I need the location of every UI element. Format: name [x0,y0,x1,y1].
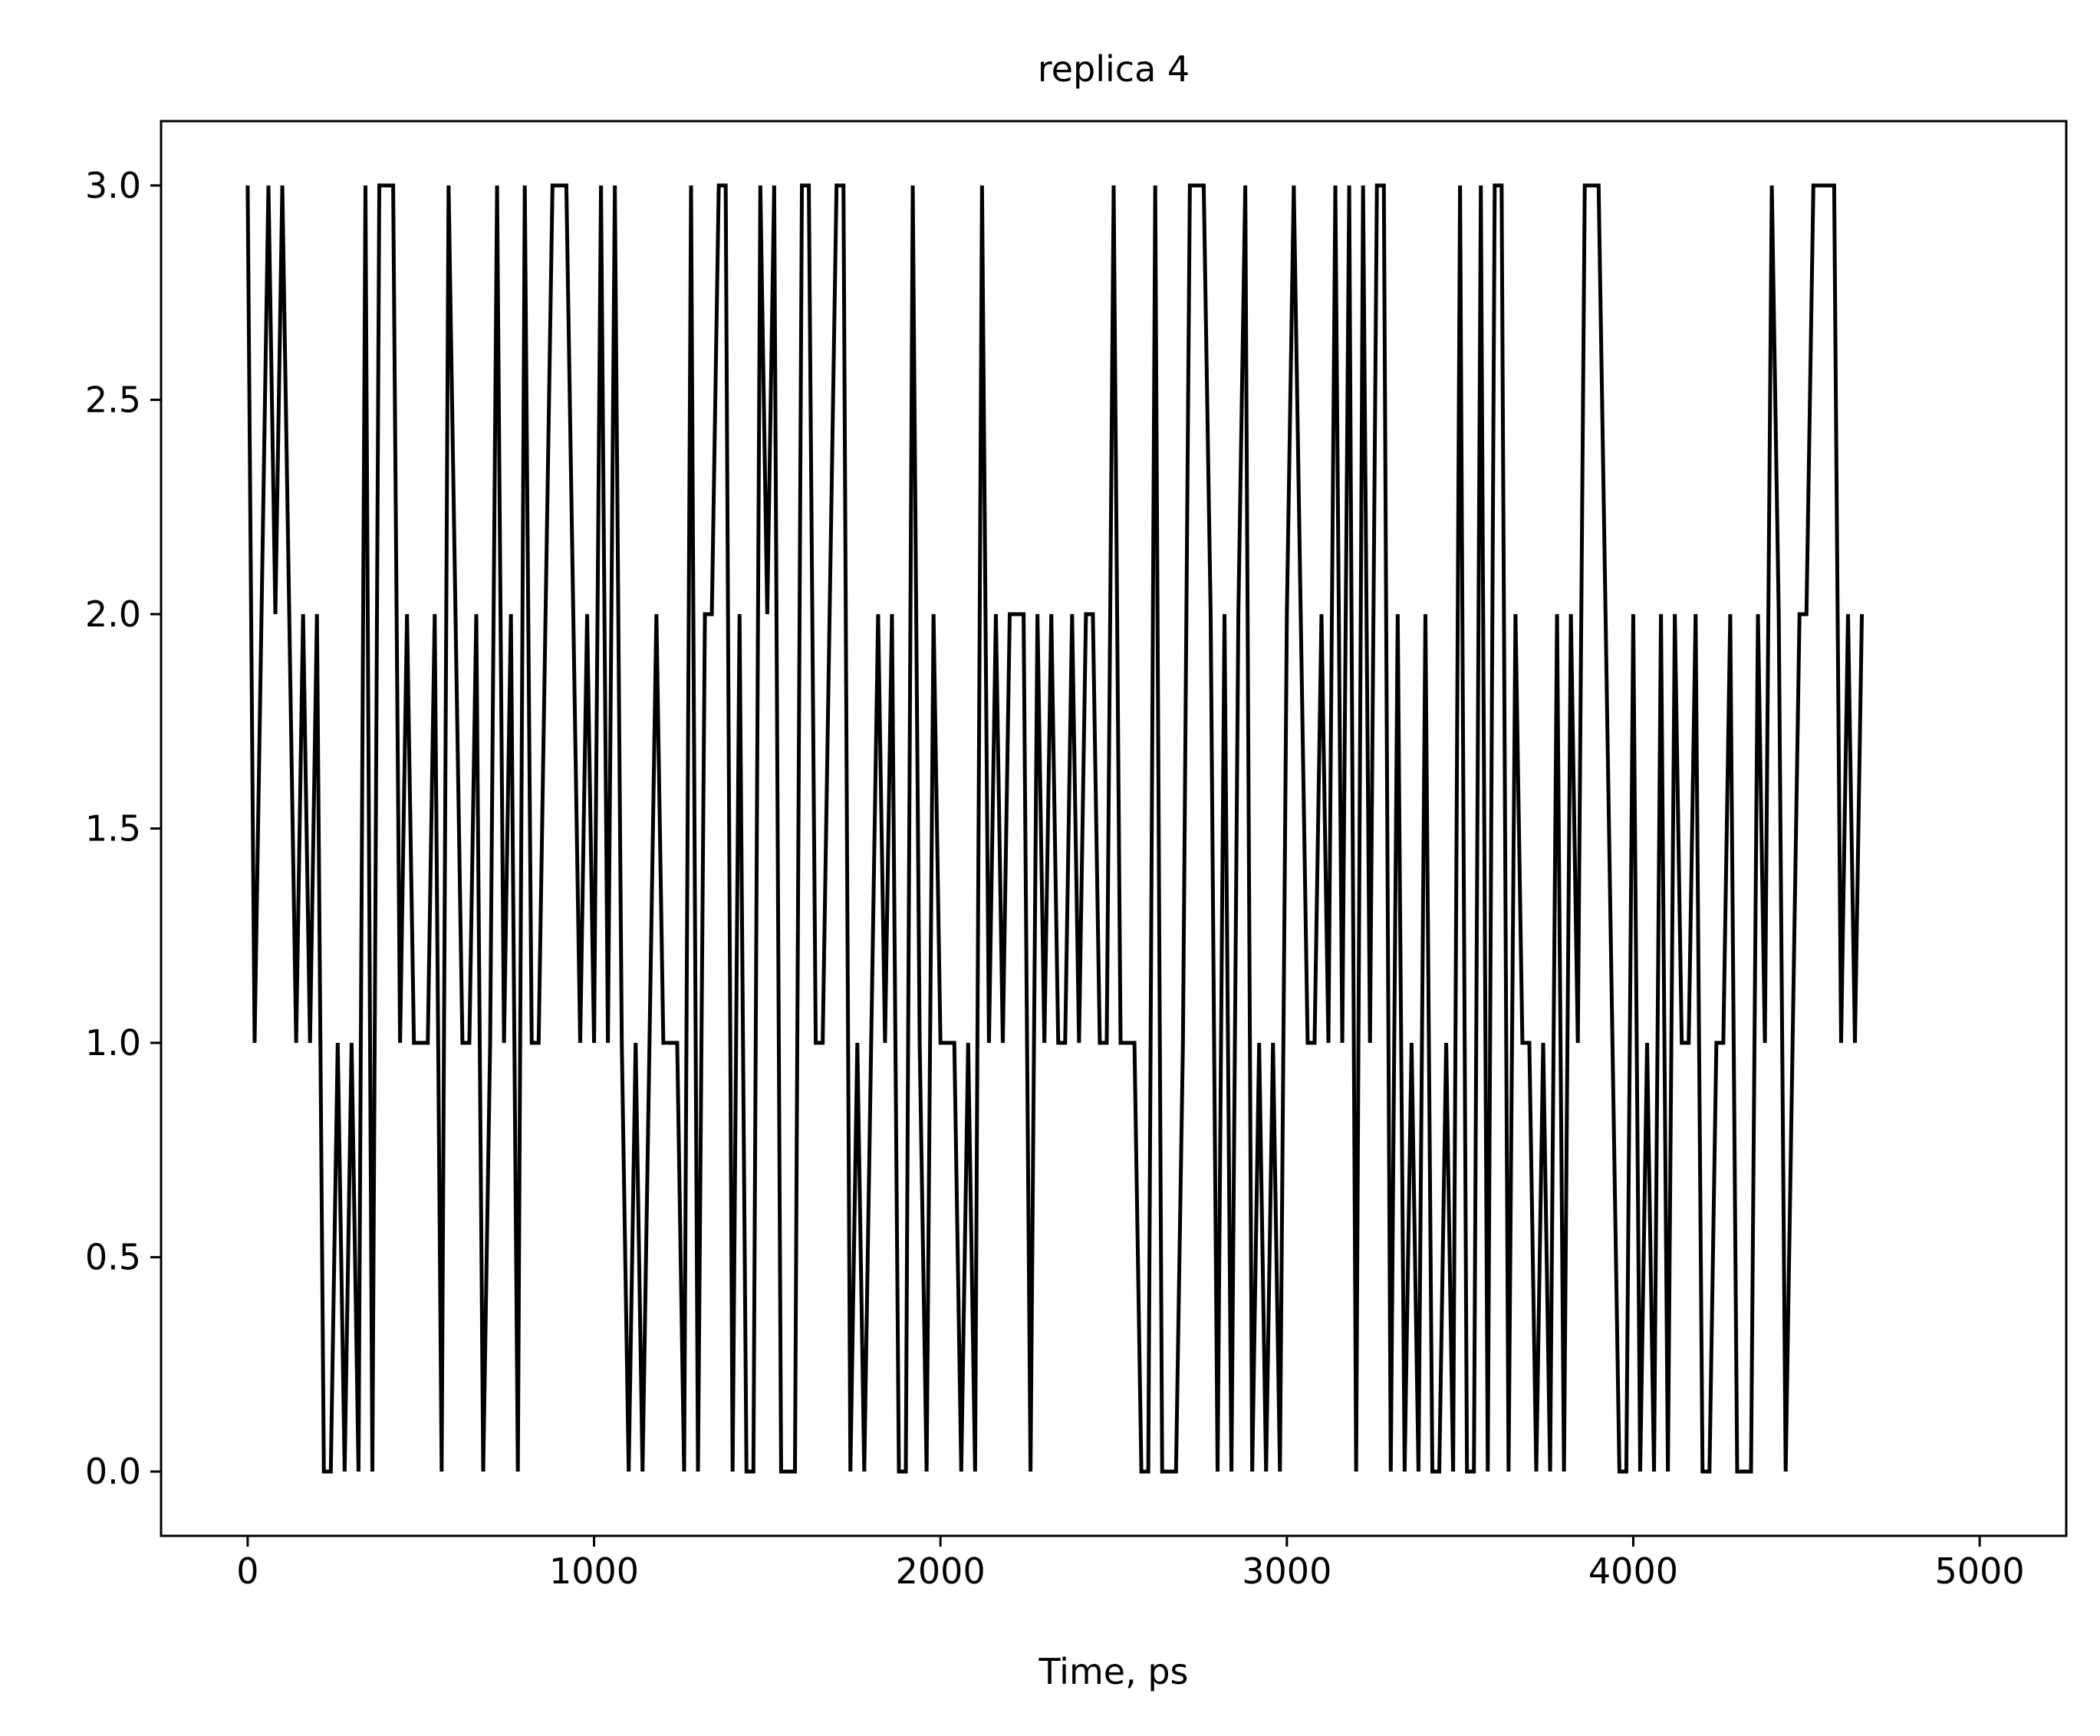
x-tick-label: 4000 [1588,1550,1678,1592]
plot-frame [160,120,2068,1537]
x-tick-label: 3000 [1242,1550,1331,1592]
y-tick-label: 0.5 [85,1237,141,1278]
series-line-replica-4 [245,183,1865,1474]
x-tick-label: 0 [236,1550,258,1592]
plot-area [245,183,1865,1474]
chart-title: replica 4 [1038,48,1190,90]
x-tick-label: 1000 [549,1550,639,1592]
x-tick-label: 2000 [896,1550,986,1592]
y-tick-label: 2.0 [85,593,141,635]
x-axis: 0 1000 2000 3000 4000 5000 [236,1536,2025,1592]
y-axis: 0.0 0.5 1.0 1.5 2.0 2.5 3.0 [85,165,161,1492]
x-axis-label: Time, ps [1038,1651,1189,1692]
x-tick-label: 5000 [1935,1550,2025,1592]
y-tick-label: 2.5 [85,379,141,420]
y-tick-label: 3.0 [85,165,141,206]
y-tick-label: 1.5 [85,808,141,850]
y-tick-label: 0.0 [85,1451,141,1492]
y-tick-label: 1.0 [85,1022,141,1064]
